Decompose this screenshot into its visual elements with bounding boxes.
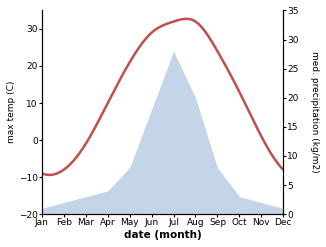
X-axis label: date (month): date (month) (124, 230, 201, 240)
Y-axis label: max temp (C): max temp (C) (7, 81, 16, 144)
Y-axis label: med. precipitation (kg/m2): med. precipitation (kg/m2) (310, 51, 319, 173)
